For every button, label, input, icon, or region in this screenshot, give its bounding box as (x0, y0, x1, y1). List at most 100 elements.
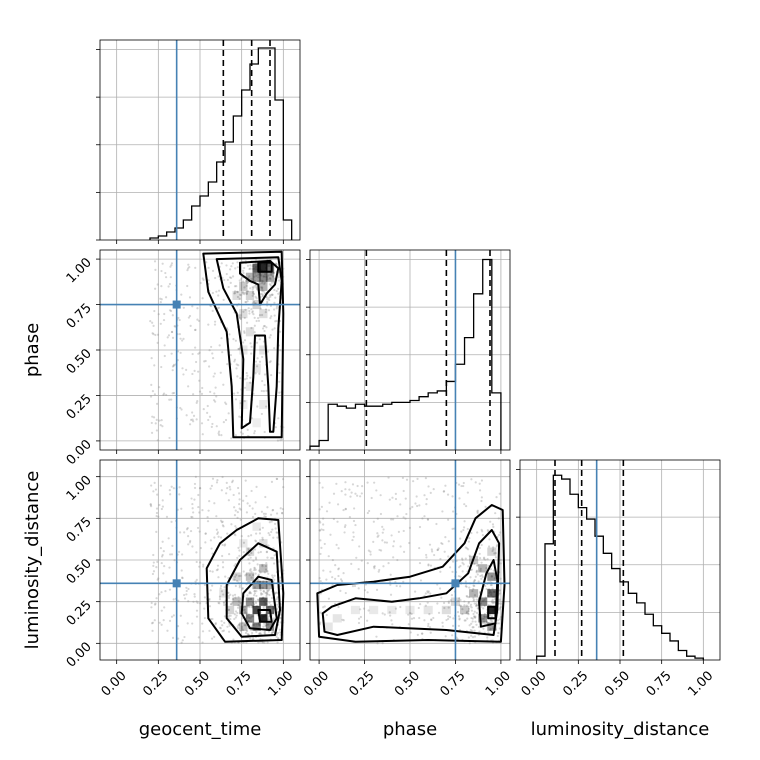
sample-point (246, 632, 249, 636)
sample-point (404, 517, 407, 520)
sample-point (463, 619, 466, 622)
sample-point (149, 504, 153, 508)
sample-point (181, 576, 184, 580)
sample-point (483, 615, 486, 619)
sample-point (491, 620, 494, 623)
sample-point (214, 623, 217, 626)
sample-point (426, 591, 430, 594)
sample-point (375, 588, 379, 591)
sample-point (351, 585, 355, 588)
sample-point (169, 309, 173, 313)
sample-point (263, 571, 267, 574)
sample-point (329, 533, 332, 536)
sample-point (238, 415, 241, 418)
sample-point (376, 532, 379, 535)
sample-point (219, 519, 223, 522)
sample-point (244, 300, 247, 304)
sample-point (464, 546, 467, 549)
sample-point (382, 565, 385, 568)
sample-point (155, 514, 158, 518)
sample-point (475, 598, 478, 601)
sample-point (228, 553, 231, 556)
sample-point (195, 401, 198, 404)
sample-point (242, 499, 245, 502)
sample-point (322, 569, 325, 572)
sample-point (252, 603, 256, 606)
sample-point (321, 486, 324, 489)
sample-point (223, 615, 227, 618)
sample-point (428, 613, 431, 616)
x-tick-label: 1.00 (483, 668, 514, 699)
sample-point (204, 532, 207, 535)
density-cell (239, 345, 248, 355)
sample-point (370, 496, 373, 500)
sample-point (430, 618, 433, 622)
sample-point (238, 554, 241, 557)
scatter-samples (318, 476, 502, 645)
sample-point (258, 272, 261, 275)
sample-point (239, 402, 242, 405)
x-tick-label: 0.00 (301, 668, 332, 699)
sample-point (389, 593, 393, 596)
sample-point (337, 574, 340, 578)
sample-point (169, 493, 172, 496)
sample-point (230, 276, 233, 279)
sample-point (262, 625, 265, 628)
contour-level-3 (225, 542, 281, 638)
sample-point (281, 511, 284, 515)
sample-point (231, 479, 234, 482)
sample-point (262, 512, 266, 515)
sample-point (244, 624, 247, 627)
sample-point (275, 319, 278, 323)
sample-point (262, 275, 266, 278)
sample-point (191, 305, 194, 308)
sample-point (241, 292, 244, 295)
sample-point (258, 632, 261, 635)
sample-point (225, 402, 228, 406)
sample-point (272, 508, 275, 512)
sample-point (254, 556, 258, 559)
sample-point (192, 414, 196, 418)
sample-point (194, 266, 197, 269)
density-cell (239, 605, 248, 615)
sample-point (233, 533, 236, 536)
sample-point (149, 395, 153, 398)
sample-point (196, 601, 199, 604)
sample-point (191, 411, 194, 414)
sample-point (340, 489, 343, 493)
sample-point (478, 630, 481, 633)
sample-point (186, 284, 189, 288)
sample-point (264, 311, 267, 314)
sample-point (362, 607, 366, 610)
sample-point (375, 489, 378, 492)
sample-point (427, 625, 430, 628)
sample-point (366, 562, 369, 565)
sample-point (158, 593, 161, 596)
sample-point (272, 617, 276, 620)
sample-point (470, 478, 473, 481)
sample-point (167, 537, 170, 540)
sample-point (161, 262, 164, 265)
sample-point (192, 511, 195, 514)
sample-point (247, 605, 250, 608)
sample-point (252, 313, 255, 316)
sample-point (169, 265, 172, 268)
sample-point (408, 611, 412, 615)
sample-point (439, 570, 442, 573)
sample-point (383, 613, 386, 616)
sample-point (217, 576, 220, 579)
sample-point (470, 622, 473, 625)
sample-point (191, 545, 194, 548)
sample-point (236, 375, 239, 378)
sample-point (246, 290, 250, 293)
sample-point (402, 529, 405, 533)
sample-point (181, 553, 184, 556)
x-tick-label: 0.50 (182, 668, 213, 699)
sample-point (150, 601, 153, 605)
sample-point (271, 630, 275, 634)
sample-point (273, 288, 276, 292)
sample-point (499, 577, 502, 580)
sample-point (199, 281, 202, 285)
sample-point (229, 281, 232, 284)
sample-point (266, 506, 269, 509)
